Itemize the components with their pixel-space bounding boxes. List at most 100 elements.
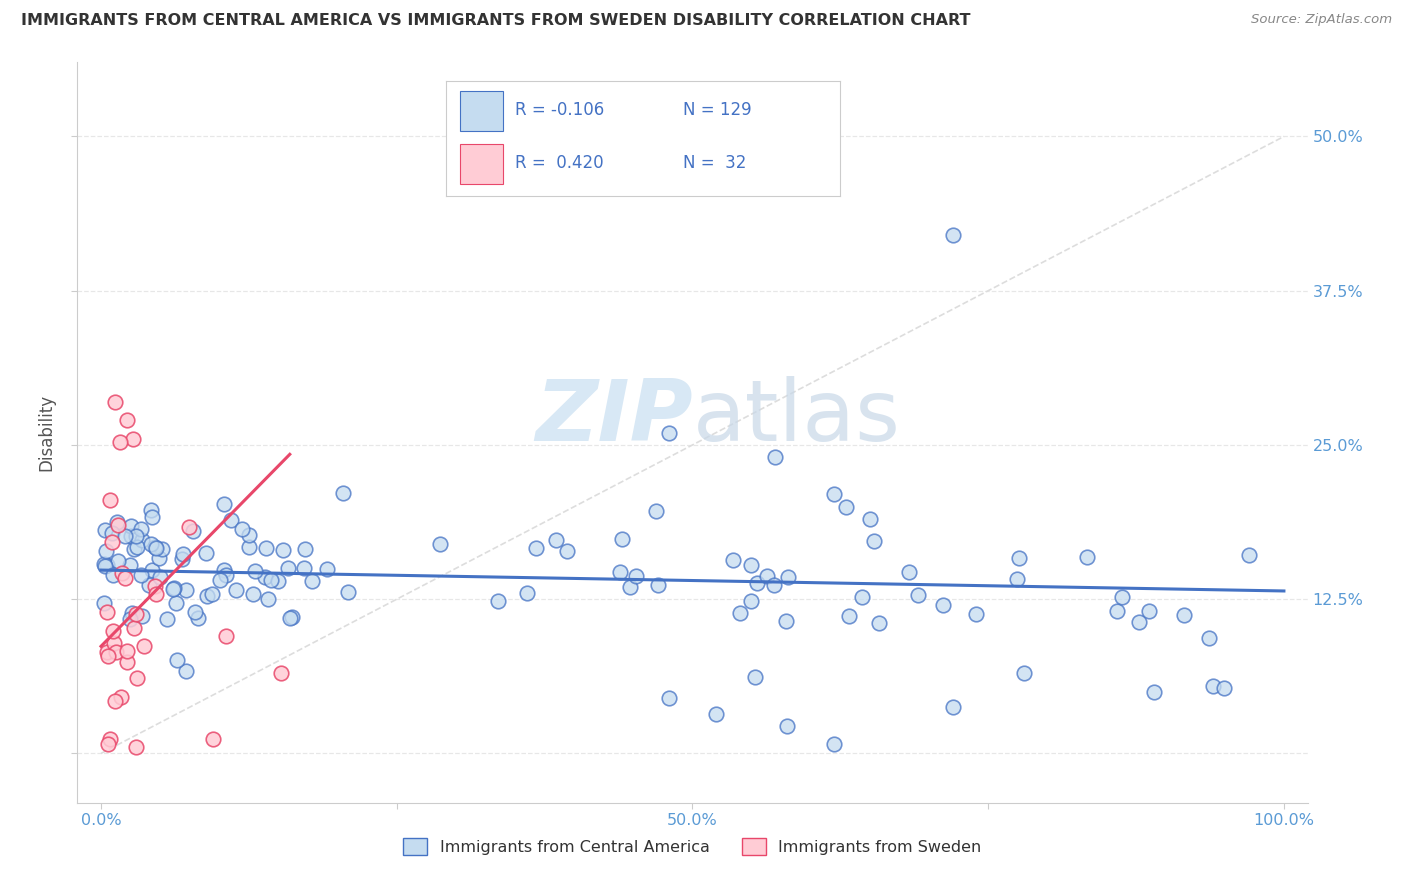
Point (93, 596, 115, 610)
Point (125, 740, 148, 755)
Point (105, 645, 128, 659)
Point (238, 527, 260, 541)
Point (486, 594, 509, 608)
Text: ZIP: ZIP (534, 376, 693, 459)
Point (127, 540, 149, 554)
Legend: Immigrants from Central America, Immigrants from Sweden: Immigrants from Central America, Immigra… (396, 832, 988, 862)
Point (931, 598, 953, 612)
Point (141, 510, 163, 524)
Point (658, 425, 681, 440)
Point (105, 515, 128, 529)
Point (148, 551, 170, 566)
Point (763, 450, 786, 465)
Point (704, 706, 727, 721)
Point (965, 607, 987, 621)
Point (1213, 681, 1236, 695)
Point (898, 566, 921, 580)
Point (942, 228, 965, 243)
Point (101, 568, 124, 582)
Point (115, 655, 138, 669)
Point (120, 529, 142, 543)
Point (118, 612, 141, 626)
Point (156, 612, 179, 626)
Point (138, 577, 160, 591)
Text: Source: ZipAtlas.com: Source: ZipAtlas.com (1251, 13, 1392, 27)
Point (645, 504, 668, 518)
Point (212, 497, 235, 511)
Point (647, 578, 669, 592)
Point (942, 699, 965, 714)
Point (115, 644, 138, 658)
Point (271, 543, 294, 558)
Point (838, 609, 860, 624)
Point (544, 533, 567, 547)
Point (1202, 679, 1225, 693)
Point (209, 573, 232, 587)
Point (721, 553, 744, 567)
Point (219, 513, 242, 527)
Point (111, 566, 134, 581)
Point (315, 561, 337, 575)
Point (174, 582, 197, 597)
Point (294, 542, 316, 557)
Point (187, 610, 209, 624)
Point (172, 547, 194, 561)
Point (755, 569, 778, 583)
Point (1128, 615, 1150, 629)
Point (94, 544, 117, 558)
Point (658, 690, 681, 705)
Point (120, 558, 142, 572)
Point (96, 605, 118, 619)
Point (745, 576, 768, 591)
Point (225, 582, 247, 597)
Point (94, 559, 117, 574)
Point (141, 537, 163, 551)
Point (277, 560, 299, 574)
Text: atlas: atlas (693, 376, 900, 459)
Point (1005, 573, 1028, 587)
Point (851, 590, 873, 604)
Point (214, 563, 236, 577)
Point (124, 621, 146, 635)
Point (254, 570, 277, 584)
Point (104, 394, 127, 409)
Point (165, 596, 187, 610)
Point (243, 564, 266, 578)
Point (1198, 631, 1220, 645)
Point (131, 608, 153, 623)
Point (101, 526, 124, 541)
Point (555, 543, 578, 558)
Point (823, 737, 845, 751)
Point (125, 607, 148, 621)
Point (281, 609, 304, 624)
Point (1237, 548, 1260, 562)
Point (744, 670, 766, 684)
Point (93, 523, 115, 537)
Point (100, 731, 122, 746)
Point (270, 666, 292, 681)
Point (337, 584, 360, 599)
Point (195, 589, 218, 603)
Point (429, 537, 451, 551)
Point (907, 589, 929, 603)
Point (114, 529, 136, 543)
Point (114, 571, 136, 585)
Point (1111, 590, 1133, 604)
Text: IMMIGRANTS FROM CENTRAL AMERICA VS IMMIGRANTS FROM SWEDEN DISABILITY CORRELATION: IMMIGRANTS FROM CENTRAL AMERICA VS IMMIG… (21, 13, 970, 29)
Point (141, 563, 163, 577)
Point (174, 664, 197, 678)
Point (260, 574, 283, 588)
Point (107, 518, 129, 533)
Point (1143, 685, 1166, 699)
Point (172, 552, 194, 566)
Point (149, 570, 172, 584)
Point (131, 533, 153, 547)
Point (835, 500, 858, 514)
Point (108, 435, 131, 450)
Point (776, 719, 799, 733)
Point (728, 606, 751, 620)
Point (215, 629, 238, 643)
Point (96, 558, 118, 572)
Point (163, 581, 186, 595)
Point (150, 541, 173, 556)
